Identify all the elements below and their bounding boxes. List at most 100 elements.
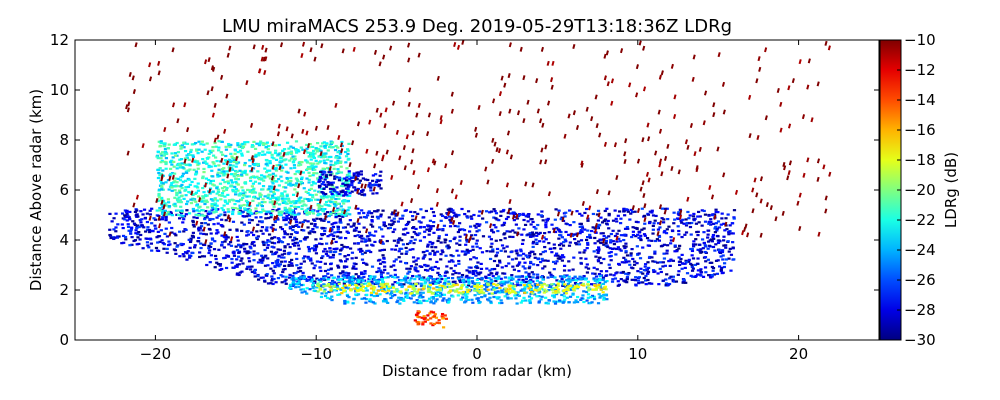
- ldr-cell: [552, 228, 556, 234]
- ldr-cell: [314, 252, 319, 255]
- ldr-cell: [229, 152, 233, 155]
- ldr-cell: [351, 302, 355, 305]
- ldr-cell: [326, 235, 330, 238]
- ldr-cell: [338, 152, 343, 155]
- ldr-cell: [252, 259, 256, 262]
- ldr-cell: [264, 163, 268, 166]
- ldr-cell: [607, 190, 611, 196]
- ldr-cell: [133, 239, 138, 242]
- ldr-cell: [240, 221, 244, 224]
- ldr-cell: [437, 235, 441, 238]
- ldr-cell: [608, 255, 612, 258]
- ldr-cell: [451, 209, 455, 212]
- ldr-cell: [477, 299, 481, 302]
- ldr-cell: [732, 209, 737, 212]
- ldr-cell: [601, 232, 605, 235]
- ldr-cell: [342, 266, 347, 269]
- ldr-cell: [463, 253, 467, 256]
- ldr-cell: [199, 232, 203, 235]
- ldr-cell: [194, 172, 199, 175]
- ldr-cell: [460, 284, 464, 287]
- ldr-cell: [331, 196, 335, 199]
- ldr-cell: [309, 162, 313, 165]
- ldr-cell: [335, 162, 340, 165]
- ldr-cell: [378, 293, 382, 296]
- ldr-cell: [529, 281, 533, 284]
- ldr-cell: [335, 193, 339, 196]
- ldr-cell: [664, 232, 669, 235]
- ldr-cell: [615, 232, 619, 235]
- ldr-cell: [156, 157, 160, 160]
- ldr-cell: [671, 275, 675, 278]
- ldr-cell: [541, 278, 545, 281]
- ldr-cell: [573, 237, 577, 241]
- ldr-cell: [229, 179, 233, 182]
- ldr-cell: [438, 287, 442, 291]
- ldr-cell: [109, 236, 113, 240]
- ldr-cell: [710, 214, 714, 217]
- ldr-cell: [448, 219, 453, 222]
- ldr-cell: [411, 148, 415, 154]
- ldr-cell: [189, 150, 193, 154]
- ldr-region: [125, 40, 832, 245]
- ldr-cell: [682, 278, 686, 281]
- ldr-cell: [375, 192, 379, 195]
- ldr-cell: [592, 266, 596, 269]
- ldr-cell: [283, 206, 287, 209]
- ldr-cell: [246, 233, 251, 236]
- ldr-cell: [332, 276, 337, 279]
- ldr-cell: [494, 255, 498, 258]
- ldr-cell: [399, 291, 403, 294]
- ldr-cell: [365, 263, 369, 266]
- ldr-cell: [273, 144, 278, 147]
- ldr-cell: [167, 188, 171, 191]
- ldr-cell: [663, 264, 668, 267]
- ldr-cell: [255, 212, 259, 215]
- ldr-cell: [655, 238, 660, 241]
- ldr-cell: [621, 270, 625, 274]
- ldr-cell: [322, 152, 326, 155]
- ldr-cell: [216, 188, 220, 191]
- ldr-cell: [191, 154, 195, 157]
- ldr-cell: [212, 66, 216, 72]
- ldr-cell: [192, 225, 196, 228]
- ldr-cell: [599, 238, 604, 241]
- ldr-cell: [347, 142, 351, 145]
- ldr-cell: [344, 212, 348, 215]
- ldr-cell: [130, 243, 134, 246]
- ldr-cell: [247, 195, 251, 198]
- ldr-cell: [159, 229, 163, 232]
- ldr-cell: [260, 254, 264, 257]
- ldr-cell: [494, 279, 498, 283]
- ldr-cell: [662, 218, 666, 221]
- ldr-cell: [432, 214, 436, 217]
- ldr-cell: [557, 291, 561, 294]
- ldr-cell: [592, 250, 596, 253]
- ldr-cell: [120, 223, 124, 226]
- ldr-cell: [349, 280, 354, 283]
- ldr-cell: [316, 177, 320, 180]
- ldr-cell: [277, 203, 282, 206]
- ldr-cell: [148, 215, 152, 221]
- ldr-cell: [456, 225, 460, 228]
- ldr-cell: [260, 205, 265, 208]
- ldr-cell: [177, 196, 181, 199]
- ldr-cell: [305, 287, 309, 290]
- ldr-cell: [520, 299, 525, 302]
- ldr-cell: [604, 274, 608, 277]
- ldr-cell: [137, 230, 141, 234]
- ldr-cell: [410, 198, 414, 204]
- ldr-cell: [404, 261, 408, 265]
- ldr-cell: [547, 299, 552, 302]
- ldr-cell: [327, 171, 331, 174]
- ldr-cell: [333, 148, 338, 152]
- ldr-cell: [335, 284, 339, 287]
- ldr-cell: [387, 289, 391, 292]
- ldr-cell: [369, 223, 373, 226]
- ldr-cell: [346, 182, 350, 185]
- ldr-cell: [246, 141, 250, 144]
- ldr-cell: [586, 280, 590, 283]
- ldr-cell: [144, 230, 148, 233]
- ldr-cell: [412, 170, 416, 176]
- ldr-cell: [514, 292, 518, 295]
